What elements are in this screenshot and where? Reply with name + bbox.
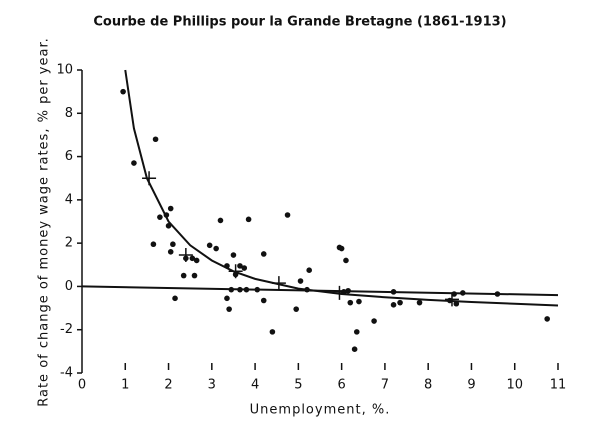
cross-marker [444, 292, 459, 307]
data-point [217, 217, 224, 224]
y-tick-label: 0 [65, 279, 73, 294]
fit-line [81, 285, 559, 297]
data-point [167, 205, 174, 212]
data-point [306, 267, 312, 273]
data-point [544, 316, 550, 322]
y-tick-label: -4 [60, 366, 73, 381]
x-tick-label: 10 [506, 378, 523, 393]
data-point [213, 245, 219, 252]
data-point [353, 329, 360, 335]
data-point [150, 241, 157, 248]
x-tick-label: 4 [251, 378, 259, 393]
data-point [120, 88, 126, 95]
x-tick-label: 5 [294, 378, 302, 393]
x-tick-label: 1 [121, 378, 129, 393]
data-point [453, 300, 460, 307]
data-point [152, 136, 159, 143]
data-point [397, 299, 403, 306]
data-point [284, 212, 291, 218]
x-tick-label: 11 [550, 378, 567, 393]
x-tick-label: 6 [337, 378, 345, 393]
data-point [157, 214, 163, 220]
x-tick-label: 9 [467, 378, 475, 393]
y-tick-label: 2 [65, 236, 73, 251]
data-point [371, 318, 377, 324]
data-point [297, 278, 304, 284]
data-point [260, 297, 267, 304]
data-point [172, 295, 178, 302]
data-point [230, 252, 237, 258]
y-tick-label: -2 [60, 322, 73, 337]
data-point [338, 245, 345, 252]
data-point [293, 306, 300, 312]
x-tick-label: 7 [381, 378, 389, 393]
data-point [167, 249, 174, 255]
fit-line [124, 69, 559, 307]
x-tick-label: 0 [78, 378, 86, 393]
data-point [131, 160, 137, 166]
chart-title: Courbe de Phillips pour la Grande Bretag… [93, 15, 506, 30]
data-point [260, 251, 267, 257]
x-axis-label: Unemployment, %. [250, 403, 391, 418]
x-tick-label: 2 [164, 378, 172, 393]
data-point [237, 263, 243, 269]
x-tick-label: 3 [208, 378, 216, 393]
data-point [191, 272, 198, 279]
data-point [241, 265, 248, 271]
y-tick-label: 8 [65, 106, 73, 121]
data-point [347, 299, 354, 306]
data-point [269, 329, 276, 335]
y-axis-label: Rate of change of money wage rates, % pe… [37, 37, 52, 407]
data-point [351, 346, 358, 352]
x-tick-label: 8 [424, 378, 432, 393]
data-point [206, 242, 213, 249]
data-point [356, 298, 362, 305]
cross-marker [178, 248, 193, 263]
data-point [245, 216, 252, 223]
data-point [170, 241, 176, 248]
y-tick-label: 10 [56, 63, 73, 78]
data-point [416, 299, 423, 306]
data-point [189, 255, 196, 262]
data-point [193, 257, 200, 264]
data-point [226, 306, 232, 312]
data-point [390, 302, 397, 308]
data-point [224, 295, 230, 302]
data-point [180, 272, 187, 279]
y-tick-label: 6 [65, 149, 73, 164]
y-tick-label: 4 [65, 192, 73, 207]
data-point [343, 257, 349, 264]
